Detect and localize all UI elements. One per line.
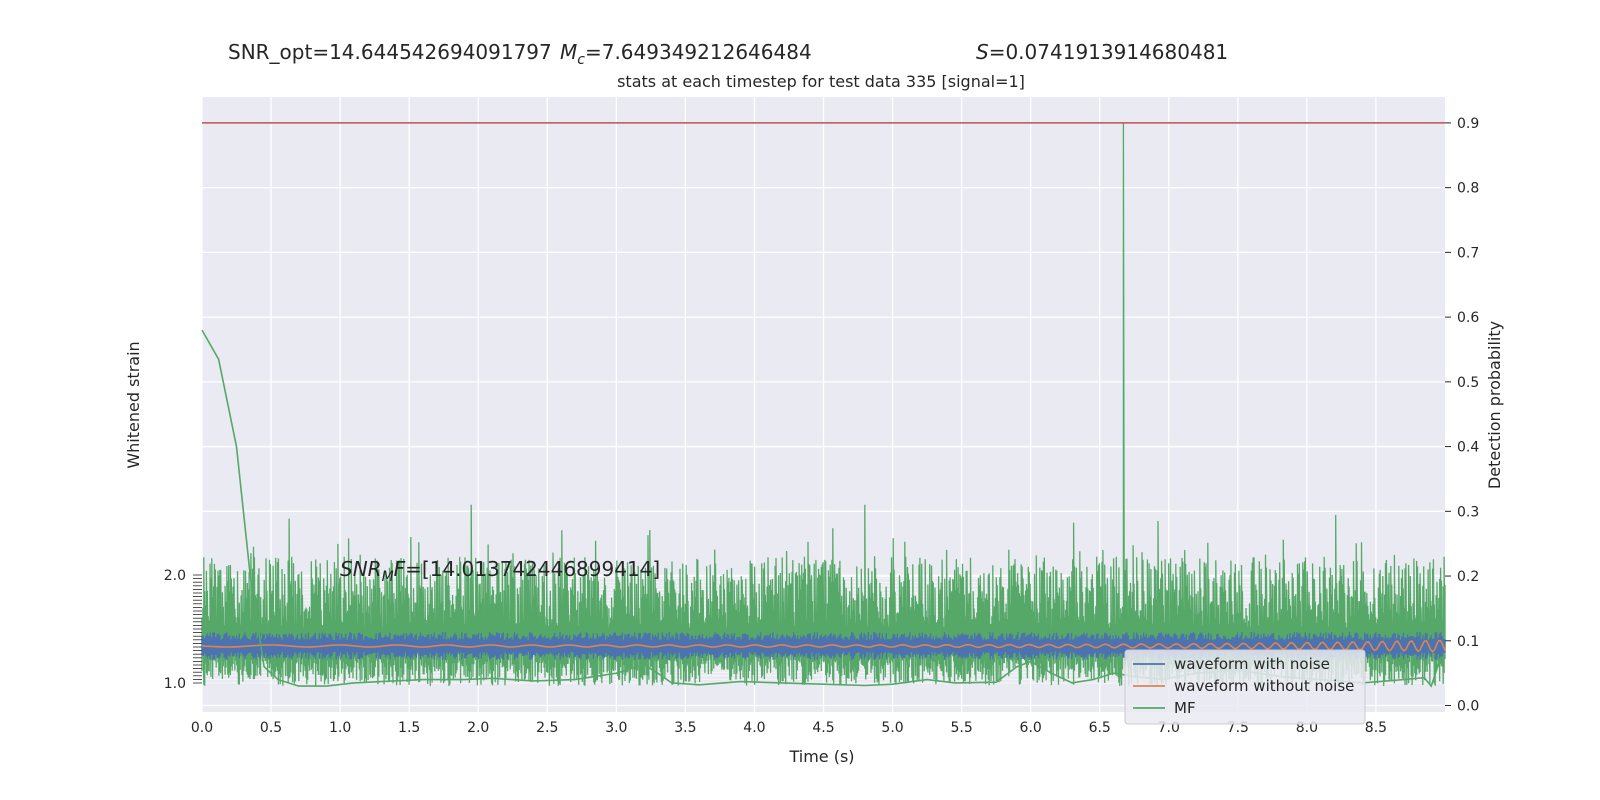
snr-mf-symbol: SNR: [340, 557, 382, 581]
x-tick-label: 1.0: [329, 720, 351, 736]
chirp-mass-symbol: M: [560, 40, 577, 64]
s-symbol: S: [976, 40, 989, 64]
x-tick-label: 3.0: [605, 720, 627, 736]
right-tick-label: 0.1: [1457, 634, 1479, 650]
left-tick-label-bottom: 1.0: [164, 676, 186, 692]
x-tick-label: 2.0: [467, 720, 489, 736]
right-axis-label: Detection probability: [1485, 321, 1504, 489]
right-tick-label: 0.2: [1457, 569, 1479, 585]
x-tick-label: 2.5: [536, 720, 558, 736]
snr-mf-rest: F: [394, 557, 406, 581]
x-tick-label: 5.0: [881, 720, 903, 736]
left-tick-label-top: 2.0: [164, 568, 186, 584]
x-tick-label: 0.5: [260, 720, 282, 736]
left-axis-label: Whitened strain: [124, 341, 143, 468]
snr-opt-title: SNR_opt=14.644542694091797: [228, 40, 552, 64]
snr-mf-annotation: SNRMF=[14.013742446899414]: [340, 557, 660, 585]
chirp-mass-subscript: c: [577, 52, 585, 68]
legend-box: [1124, 649, 1366, 725]
right-tick-label: 0.7: [1457, 245, 1479, 261]
left-axis-ticks: 2.0 1.0: [164, 568, 202, 692]
right-tick-label: 0.0: [1457, 699, 1479, 715]
chart-subtitle: stats at each timestep for test data 335…: [617, 72, 1025, 91]
x-tick-label: 6.0: [1020, 720, 1042, 736]
x-tick-label: 0.0: [191, 720, 213, 736]
chirp-mass-title: Mc=7.649349212646484: [560, 40, 812, 68]
legend: waveform with noise waveform without noi…: [1124, 649, 1366, 725]
right-tick-label: 0.6: [1457, 310, 1479, 326]
x-axis-ticks: 0.0 0.5 1.0 1.5 2.0 2.5 3.0 3.5 4.0 4.5 5.0 5.5 6.0 6…: [191, 720, 1387, 736]
right-tick-label: 0.4: [1457, 440, 1479, 456]
right-tick-label: 0.9: [1457, 116, 1479, 132]
x-tick-label: 3.5: [674, 720, 696, 736]
x-tick-label: 4.5: [812, 720, 834, 736]
right-tick-label: 0.5: [1457, 375, 1479, 391]
snr-mf-value: =[14.013742446899414]: [405, 557, 660, 581]
x-tick-label: 1.5: [398, 720, 420, 736]
chirp-mass-value: =7.649349212646484: [585, 40, 812, 64]
right-tick-label: 0.8: [1457, 181, 1479, 197]
right-axis-ticks: 0.0 0.1 0.2 0.3 0.4 0.5 0.6 0.7 0.8 0.9: [1445, 116, 1479, 715]
waveform-without-noise-series: [201, 639, 1446, 653]
legend-entry-noise: waveform with noise: [1174, 655, 1330, 673]
x-tick-label: 8.5: [1365, 720, 1387, 736]
s-value: =0.0741913914680481: [989, 40, 1228, 64]
snr-mf-subscript: M: [382, 569, 394, 585]
x-tick-label: 6.5: [1089, 720, 1111, 736]
s-title: S=0.0741913914680481: [976, 40, 1228, 64]
right-tick-label: 0.3: [1457, 504, 1479, 520]
x-tick-label: 4.0: [743, 720, 765, 736]
x-axis-label: Time (s): [788, 747, 854, 766]
x-tick-label: 5.5: [950, 720, 972, 736]
legend-entry-mf: MF: [1174, 699, 1196, 717]
legend-entry-clean: waveform without noise: [1174, 677, 1354, 695]
